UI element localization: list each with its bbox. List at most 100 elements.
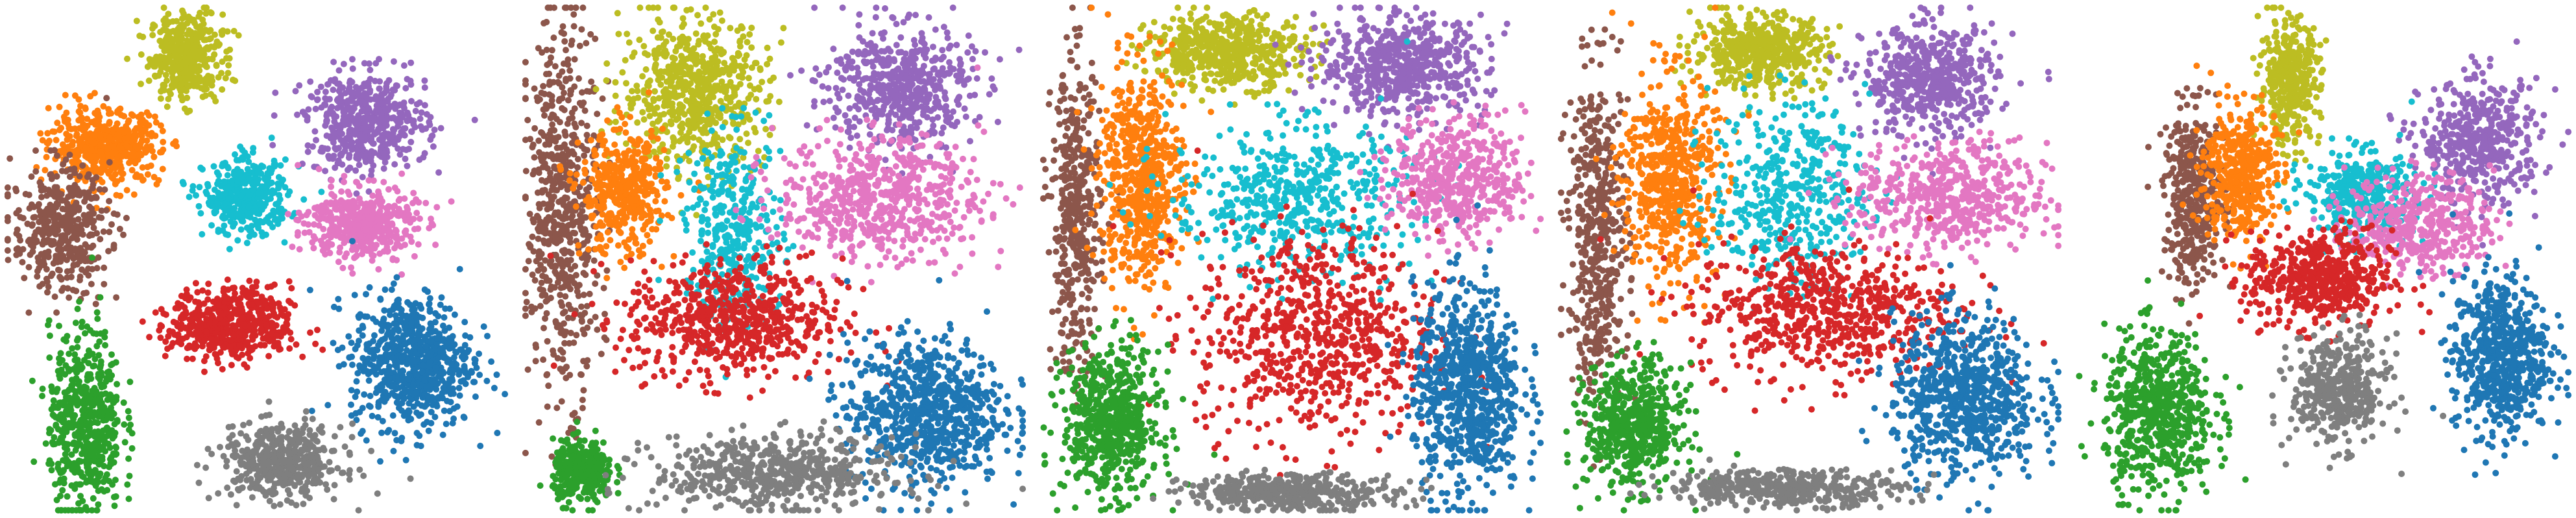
scatter-point [219, 227, 226, 234]
scatter-point [404, 163, 411, 169]
scatter-point [160, 128, 166, 134]
scatter-point [391, 161, 398, 167]
scatter-point [322, 89, 329, 95]
scatter-point [165, 11, 171, 18]
scatter-point [225, 172, 231, 179]
scatter-point [205, 46, 212, 53]
scatter-point [254, 179, 260, 185]
scatter-point [262, 184, 269, 190]
scatter-point [244, 240, 250, 246]
scatter-point [202, 189, 209, 195]
scatter-point [422, 102, 428, 108]
scatter-point [110, 143, 117, 150]
scatter-point [234, 189, 240, 195]
scatter-point [236, 157, 243, 164]
scatter-point [267, 212, 274, 219]
scatter-point [219, 163, 225, 169]
scatter-point [313, 137, 319, 143]
scatter-point [237, 143, 243, 150]
scatter-point [202, 56, 208, 63]
scatter-point [250, 149, 256, 156]
scatter-point [138, 51, 145, 58]
scatter-point [236, 201, 242, 207]
scatter-point [112, 165, 119, 171]
scatter-point [169, 84, 176, 90]
scatter-point [69, 139, 76, 145]
scatter-point [422, 84, 428, 91]
scatter-point [305, 149, 311, 155]
scatter-point [199, 231, 205, 238]
scatter-point [234, 179, 241, 185]
scatter-point [139, 133, 145, 140]
scatter-point [225, 195, 232, 202]
scatter-point [435, 169, 442, 176]
scatter-point [232, 78, 238, 84]
scatter-point [226, 55, 233, 62]
scatter-point [76, 108, 82, 115]
scatter-point [211, 163, 217, 169]
scatter-point [212, 42, 219, 49]
scatter-point [318, 189, 324, 195]
scatter-point [179, 16, 186, 22]
scatter-point [172, 53, 178, 59]
scatter-point [134, 18, 140, 24]
scatter-point [282, 239, 288, 245]
scatter-point [114, 178, 121, 184]
scatter-point [184, 95, 190, 101]
scatter-point [219, 58, 226, 65]
scatter-point [391, 58, 397, 65]
scatter-point [78, 141, 84, 147]
scatter-point [131, 134, 138, 140]
scatter-point [151, 174, 158, 180]
scatter-point [322, 95, 328, 102]
scatter-point [308, 93, 315, 99]
scatter-point [160, 139, 166, 145]
scatter-point [202, 10, 209, 17]
scatter-point [234, 237, 241, 243]
scatter-point [84, 116, 90, 122]
scatter-point [186, 108, 193, 114]
scatter-point [123, 123, 129, 130]
scatter-point [204, 181, 211, 188]
scatter-point [62, 92, 69, 99]
scatter-point [407, 139, 414, 145]
scatter-point [419, 127, 426, 133]
scatter-point [269, 134, 275, 141]
scatter-point [195, 54, 201, 60]
scatter-point [124, 56, 130, 62]
scatter-point [92, 117, 99, 124]
scatter-point [53, 137, 60, 143]
scatter-point [324, 132, 330, 139]
scatter-point [251, 232, 258, 238]
scatter-point [114, 120, 121, 127]
scatter-point [100, 103, 106, 110]
scatter-point [225, 232, 231, 238]
scatter-point [117, 145, 123, 151]
scatter-point [200, 86, 207, 93]
scatter-point [226, 185, 232, 191]
scatter-point [160, 82, 166, 88]
scatter-point [123, 143, 130, 149]
scatter-point [173, 77, 180, 84]
scatter-point [160, 147, 166, 153]
scatter-point [176, 47, 183, 54]
scatter-point [313, 106, 319, 112]
scatter-point [367, 67, 373, 73]
scatter-point [152, 132, 158, 139]
scatter-point [156, 38, 163, 44]
scatter-point [91, 140, 97, 146]
scatter-point [152, 73, 159, 80]
scatter-point [60, 142, 66, 148]
scatter-point [72, 92, 79, 99]
scatter-point [82, 105, 88, 111]
scatter-point [246, 192, 252, 199]
scatter-point [305, 142, 311, 149]
scatter-point [200, 21, 207, 27]
scatter-point [106, 119, 113, 125]
scatter-point [176, 36, 182, 43]
scatter-point [157, 29, 164, 35]
scatter-point [183, 88, 189, 94]
scatter-point [208, 222, 215, 228]
scatter-point [218, 70, 225, 77]
